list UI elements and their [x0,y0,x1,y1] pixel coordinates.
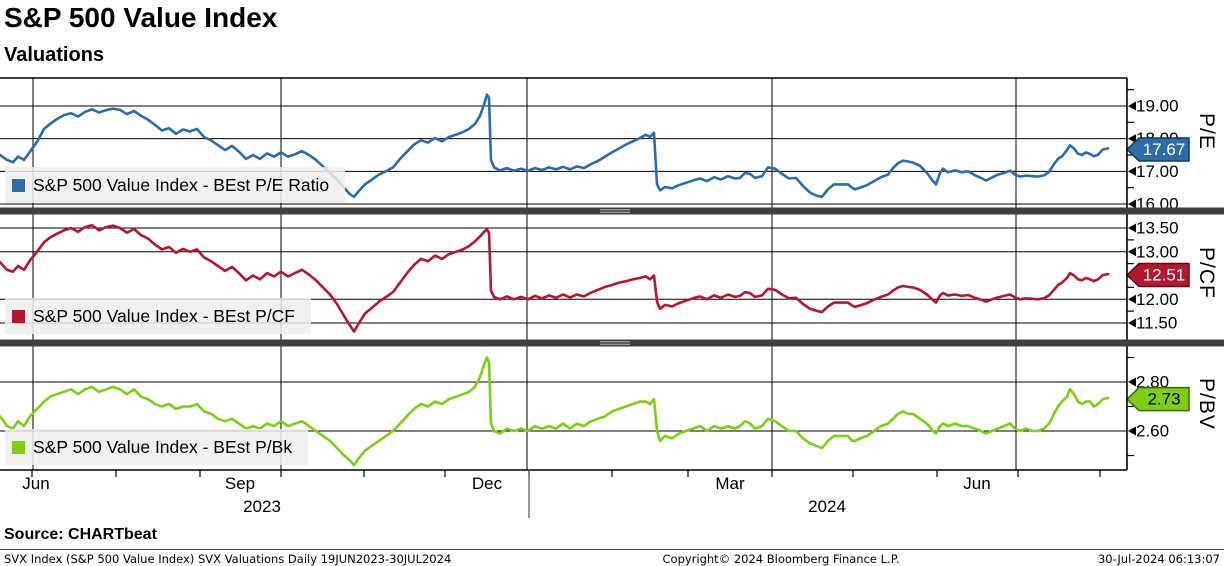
last-value-badge-label: 17.67 [1143,140,1186,159]
tick-arrow-icon [1128,247,1136,257]
tick-arrow-icon [1128,101,1136,111]
tick-arrow-icon [1128,166,1136,176]
footer-copyright: Copyright© 2024 Bloomberg Finance L.P. [662,552,900,566]
series-line-pe [0,93,1110,199]
legend-swatch-red-icon [12,309,25,323]
last-value-badge-label: 12.51 [1143,266,1186,285]
tick-arrow-icon [1128,134,1136,144]
x-month-label: Jun [963,474,991,493]
source-line: Source: CHARTbeat [4,526,157,543]
page-subtitle: Valuations [4,44,105,66]
y-tick-label: 17.00 [1136,162,1179,181]
legend-pe[interactable]: S&P 500 Value Index - BEst P/E Ratio [5,167,346,203]
axis-title-pbv: P/BV [1195,378,1218,430]
legend-label: S&P 500 Value Index - BEst P/CF [33,305,295,326]
y-tick-label: 13.00 [1136,242,1179,261]
tick-arrow-icon [1128,377,1136,387]
last-value-badge [1125,137,1190,162]
footer-security-info: SVX Index (S&P 500 Value Index) SVX Valu… [4,552,452,566]
panel-separator-bar[interactable] [0,207,1224,215]
legend-swatch-blue-icon [12,178,25,192]
y-tick-label: 19.00 [1136,97,1179,116]
x-month-label: Sep [224,474,256,493]
page-title: S&P 500 Value Index [4,2,278,33]
y-tick-label: 2.60 [1136,422,1169,441]
x-year-label: 2023 [243,497,281,516]
axis-title-pcf: P/CF [1195,247,1218,299]
legend-swatch-green-icon [12,440,25,454]
last-value-badge-label: 2.73 [1147,390,1180,409]
footer-divider [0,549,1224,550]
panel-separator-bar[interactable] [0,339,1224,347]
tick-arrow-icon [1128,294,1136,304]
legend-label: S&P 500 Value Index - BEst P/E Ratio [33,174,330,195]
footer-timestamp: 30-Jul-2024 06:13:07 [1097,552,1220,566]
series-line-pbv [0,356,1110,467]
tick-arrow-icon [1128,318,1136,328]
x-month-label: Jun [22,474,50,493]
y-tick-label: 2.80 [1136,373,1169,392]
legend-pcf[interactable]: S&P 500 Value Index - BEst P/CF [5,298,311,334]
x-year-label: 2024 [808,497,846,516]
y-tick-label: 12.00 [1136,290,1179,309]
series-line-pcf [0,223,1110,333]
x-month-label: Mar [715,474,745,493]
y-tick-label: 13.50 [1136,219,1179,238]
last-value-badge [1125,386,1190,412]
tick-arrow-icon [1128,426,1136,436]
legend-pbk[interactable]: S&P 500 Value Index - BEst P/Bk [5,429,309,465]
legend-label: S&P 500 Value Index - BEst P/Bk [33,436,293,457]
axis-title-pe: P/E [1195,113,1218,150]
y-tick-label: 11.50 [1136,314,1177,333]
tick-arrow-icon [1128,223,1136,233]
x-month-label: Dec [471,474,503,493]
last-value-badge [1125,262,1190,288]
tick-arrow-icon [1128,199,1136,209]
